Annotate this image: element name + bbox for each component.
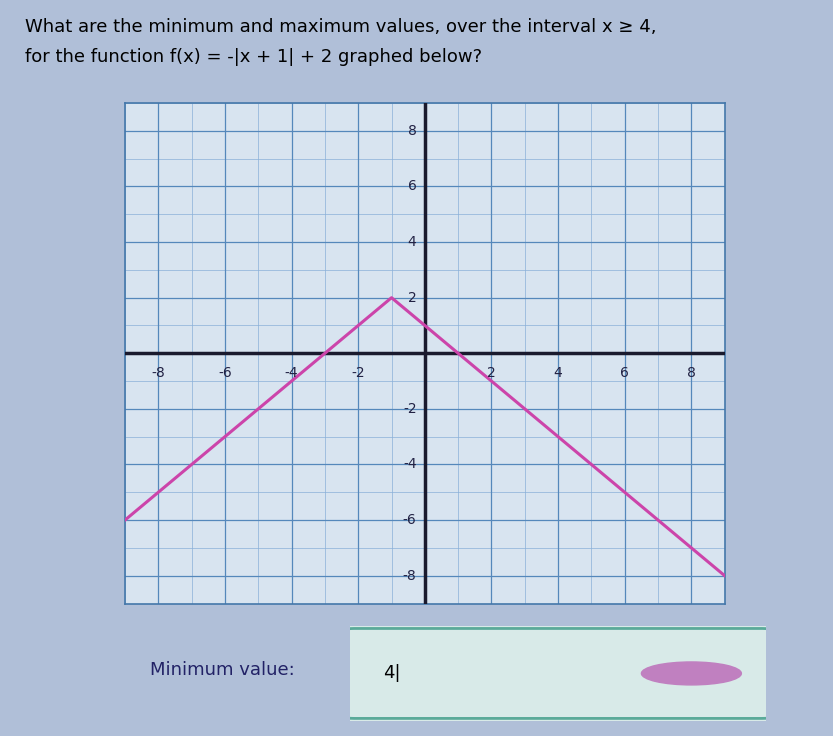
- Text: 2: 2: [407, 291, 416, 305]
- FancyBboxPatch shape: [346, 629, 771, 718]
- Text: -8: -8: [152, 366, 165, 380]
- Text: 4: 4: [554, 366, 562, 380]
- Text: -4: -4: [285, 366, 298, 380]
- Circle shape: [641, 662, 741, 685]
- Text: Minimum value:: Minimum value:: [150, 661, 301, 679]
- Text: -8: -8: [402, 569, 416, 583]
- Text: -4: -4: [403, 458, 416, 472]
- Text: What are the minimum and maximum values, over the interval x ≥ 4,: What are the minimum and maximum values,…: [25, 18, 656, 36]
- Text: 8: 8: [407, 124, 416, 138]
- Text: 2: 2: [487, 366, 496, 380]
- Text: -2: -2: [403, 402, 416, 416]
- Text: 6: 6: [407, 180, 416, 194]
- Text: 8: 8: [687, 366, 696, 380]
- Text: for the function f(x) = -|x + 1| + 2 graphed below?: for the function f(x) = -|x + 1| + 2 gra…: [25, 48, 482, 66]
- Text: 4|: 4|: [383, 665, 401, 682]
- Text: 6: 6: [621, 366, 629, 380]
- Text: -6: -6: [218, 366, 232, 380]
- Text: -2: -2: [352, 366, 365, 380]
- Text: 4: 4: [407, 235, 416, 249]
- Text: -6: -6: [402, 513, 416, 527]
